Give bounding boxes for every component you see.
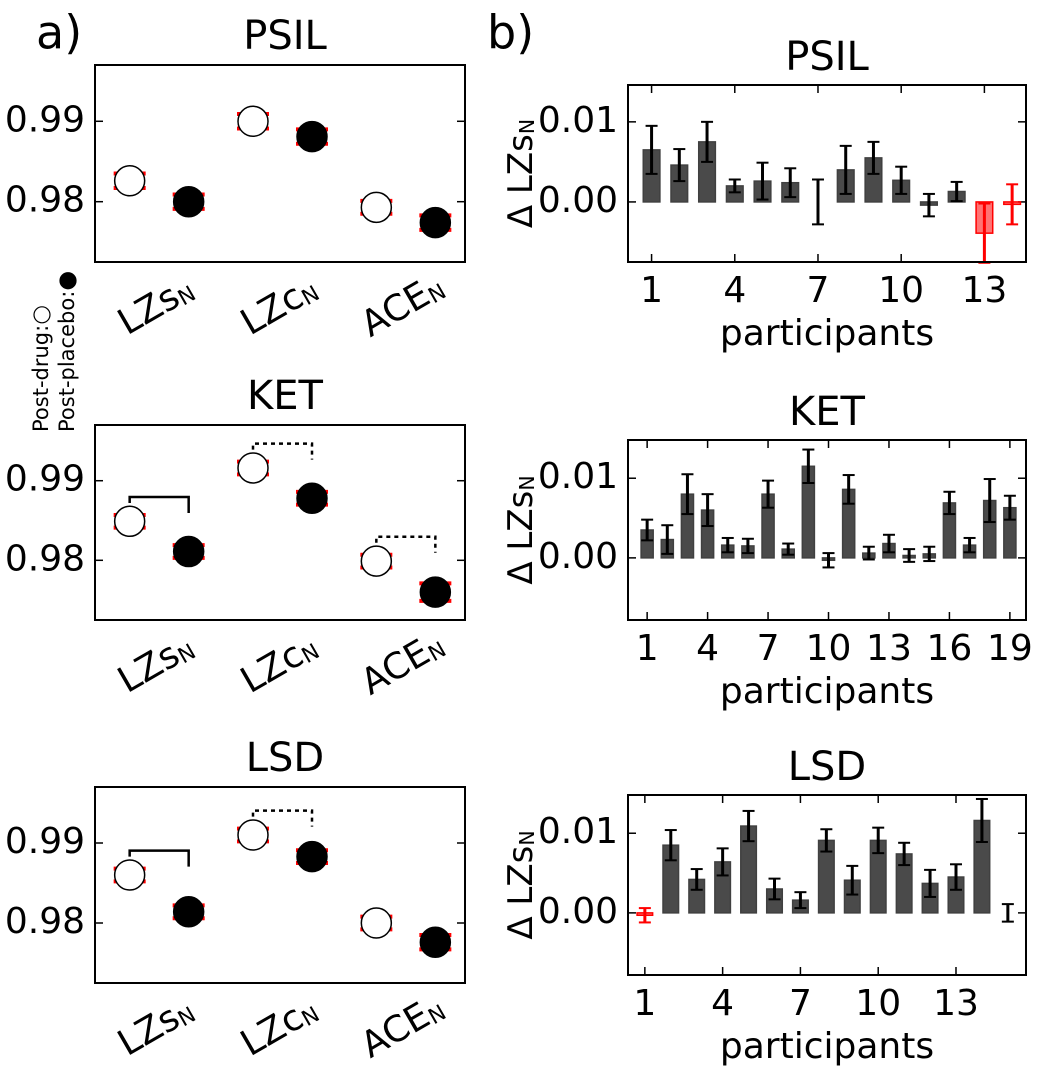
marker	[237, 819, 269, 851]
x-tick-label: 10	[855, 983, 901, 1024]
x-tick-label: 7	[757, 628, 780, 669]
x-tick-label: 1	[640, 270, 663, 311]
marker	[172, 185, 205, 218]
marker	[419, 926, 452, 958]
x-tick-label: 4	[711, 983, 734, 1024]
plot-frame	[627, 84, 1027, 263]
x-tick-label: 7	[807, 270, 830, 311]
y-tick-label: 0.01	[538, 100, 618, 141]
marker	[172, 896, 205, 928]
y-tick-label: 0.99	[5, 459, 85, 500]
y-tick-label: 0.00	[538, 536, 618, 577]
marker	[237, 452, 269, 484]
panel-label: a)	[36, 6, 82, 60]
x-tick-label: 1	[633, 983, 656, 1024]
marker	[237, 105, 269, 138]
x-tick-label: LZcN	[234, 989, 324, 1065]
chart-title: LSD	[246, 735, 324, 781]
legend-marker	[59, 272, 77, 290]
chart-title: PSIL	[243, 13, 327, 59]
marker	[296, 120, 328, 153]
plot-frame	[94, 64, 466, 263]
y-tick-label: 0.98	[5, 901, 85, 942]
x-tick-label: 10	[878, 270, 924, 311]
y-tick-label: 0.99	[5, 99, 85, 140]
y-tick-label: 0.01	[538, 456, 618, 497]
y-tick-label: 0.98	[5, 538, 85, 579]
marker	[113, 859, 146, 891]
x-tick-label: 4	[723, 270, 746, 311]
significance-bracket	[128, 849, 190, 867]
y-tick-label: 0.00	[538, 891, 618, 932]
y-axis-label: Δ LZsN	[501, 475, 541, 584]
x-tick-label: 10	[806, 628, 852, 669]
y-tick-label: 0.00	[538, 180, 618, 221]
significance-bracket	[128, 495, 190, 513]
chart-title: KET	[789, 389, 866, 435]
significance-bracket	[251, 442, 314, 460]
x-tick-label: LZcN	[234, 268, 324, 344]
legend-entry: Post-drug:	[29, 306, 53, 432]
x-tick-label: 16	[927, 628, 973, 669]
chart-title: LSD	[788, 744, 866, 790]
x-tick-label: 1	[636, 628, 659, 669]
x-tick-label: ACEN	[354, 624, 451, 704]
marker	[113, 505, 146, 538]
x-tick-label: LZsN	[111, 268, 200, 343]
plot-frame	[627, 794, 1027, 976]
x-tick-label: 19	[987, 628, 1033, 669]
y-tick-label: 0.98	[5, 180, 85, 221]
marker	[360, 191, 393, 224]
x-tick-label: 13	[866, 628, 912, 669]
x-tick-label: 7	[789, 983, 812, 1024]
x-tick-label: ACEN	[354, 266, 451, 346]
x-axis-label: participants	[720, 671, 934, 712]
marker	[360, 545, 393, 577]
significance-bracket	[375, 535, 437, 553]
legend-marker	[33, 306, 51, 324]
legend-label: Post-placebo:	[55, 291, 79, 432]
significance-bracket	[251, 809, 314, 827]
y-axis-label: Δ LZsN	[501, 119, 541, 228]
x-tick-label: LZcN	[234, 626, 324, 702]
marker	[296, 840, 328, 873]
x-axis-label: participants	[720, 1026, 934, 1067]
legend-label: Post-drug:	[29, 325, 53, 432]
marker	[113, 165, 146, 197]
x-tick-label: 13	[961, 270, 1007, 311]
marker	[419, 206, 452, 239]
x-axis-label: participants	[720, 313, 934, 354]
legend-entry: Post-placebo:	[55, 272, 79, 432]
marker	[419, 576, 452, 608]
chart-title: KET	[247, 373, 324, 419]
marker	[296, 482, 328, 514]
x-tick-label: LZsN	[111, 989, 200, 1064]
y-tick-label: 0.99	[5, 821, 85, 862]
marker	[360, 907, 393, 939]
marker	[172, 535, 205, 568]
x-tick-label: LZsN	[111, 626, 200, 701]
plot-frame	[94, 424, 466, 621]
chart-title: PSIL	[785, 34, 869, 80]
plot-frame	[94, 786, 466, 984]
x-tick-label: 13	[933, 983, 979, 1024]
y-tick-label: 0.01	[538, 811, 618, 852]
plot-frame	[627, 439, 1027, 621]
x-tick-label: ACEN	[354, 987, 451, 1067]
y-axis-label: Δ LZsN	[501, 830, 541, 939]
x-tick-label: 4	[696, 628, 719, 669]
panel-label: b)	[487, 6, 534, 60]
